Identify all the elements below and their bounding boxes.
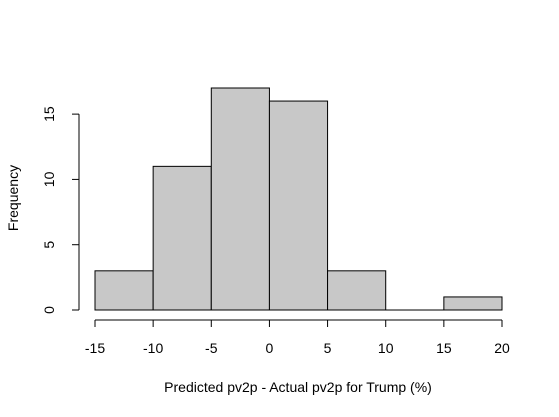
x-tick-label: -5 <box>205 340 218 356</box>
histogram-bar <box>94 270 154 311</box>
x-axis: -15 -10 -5 0 5 10 15 20 <box>85 319 510 356</box>
histogram-bar <box>268 100 329 311</box>
x-tick-label: 10 <box>378 340 394 356</box>
x-tick-label: 0 <box>266 340 274 356</box>
y-tick-label: 15 <box>41 106 57 122</box>
histogram-bar <box>210 87 270 311</box>
y-tick-label: 10 <box>41 171 57 187</box>
x-tick-label: 5 <box>324 340 332 356</box>
y-axis: 0 5 10 15 <box>41 106 80 314</box>
y-axis-title: Frequency <box>5 165 21 231</box>
histogram-bars <box>94 87 503 311</box>
histogram-bar <box>327 270 387 311</box>
y-tick-label: 0 <box>41 306 57 314</box>
x-axis-title: Predicted pv2p - Actual pv2p for Trump (… <box>164 379 432 395</box>
histogram-bar <box>152 165 212 311</box>
x-tick-label: -15 <box>85 340 105 356</box>
y-tick-label: 5 <box>41 241 57 249</box>
histogram-bar <box>443 296 503 311</box>
x-tick-label: 15 <box>436 340 452 356</box>
x-tick-label: -10 <box>143 340 163 356</box>
x-tick-label: 20 <box>494 340 510 356</box>
